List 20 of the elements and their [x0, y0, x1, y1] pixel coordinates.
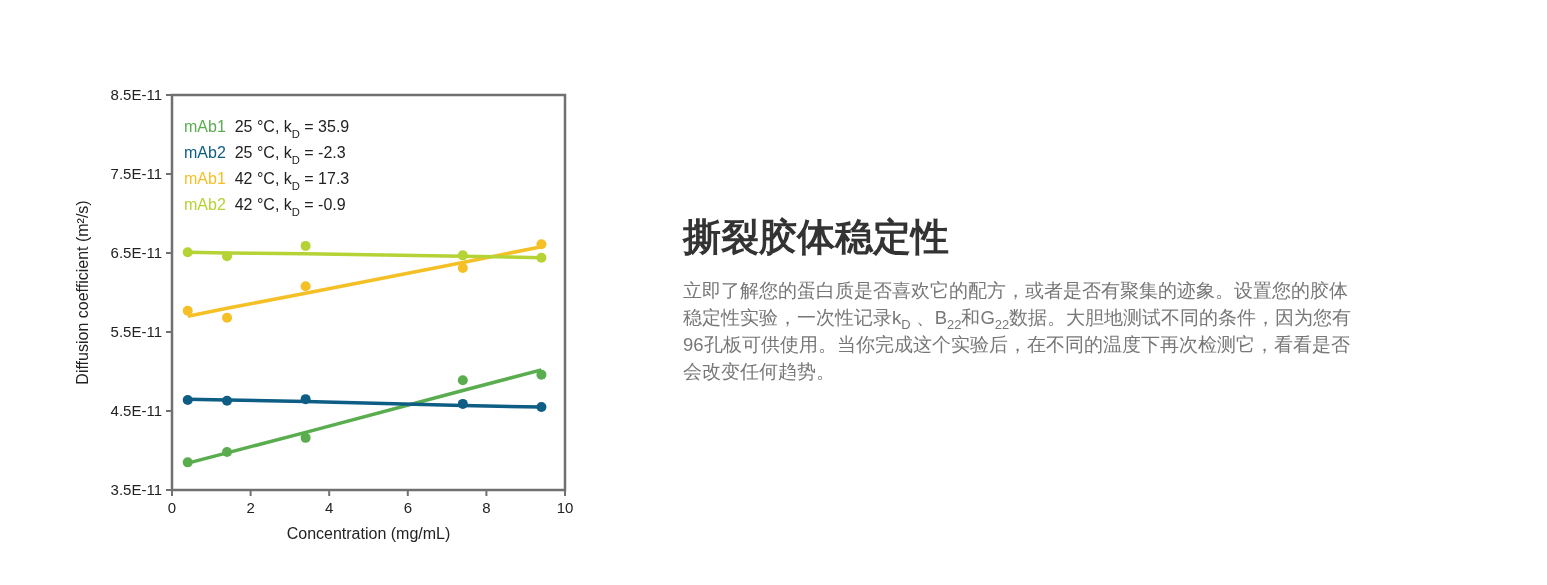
x-tick-label: 6 [403, 499, 412, 516]
series-label: mAb2 42 °C, k$_{D}$ = -0.9 [184, 196, 346, 218]
x-tick-label: 8 [482, 499, 491, 516]
text: mAb2 25 °C, k$_{D}$ = -2.3 [184, 144, 346, 166]
y-axis-title: Diffusion coefficient (m²/s) [74, 200, 91, 385]
text: mAb1 25 °C, k$_{D}$ = 35.9 [184, 118, 350, 140]
y-tick-label: 4.5E-11 [110, 402, 162, 419]
x-tick-label: 10 [556, 499, 574, 516]
text: 立即了解您的蛋白质是否喜欢它的配方，或者是否有聚集的迹象。设置您的胶体稳定性实验，一次性记录k$_{D}$ 、B$_{22}$和G$_{22}$数据。大胆地测试不同的条件，因为您有96孔板可供使用。当你完成这个实验后，在不同的温度下再次检测它，看看是否会改变任何趋势。 [683, 280, 1352, 382]
x-axis-title: Concentration (mg/mL) [286, 525, 451, 542]
y-tick-label: 5.5E-11 [110, 323, 162, 340]
text: 撕裂胶体稳定性 [683, 214, 950, 261]
text: mAb1 42 °C, k$_{D}$ = 17.3 [184, 170, 350, 192]
x-tick-label: 0 [167, 499, 177, 516]
y-tick-label: 8.5E-11 [110, 86, 162, 103]
y-tick-label: 3.5E-11 [110, 481, 162, 498]
x-tick-label: 4 [325, 499, 334, 516]
y-tick-label: 6.5E-11 [110, 244, 162, 261]
y-tick-label: 7.5E-11 [110, 165, 162, 182]
x-tick-label: 2 [246, 499, 255, 516]
